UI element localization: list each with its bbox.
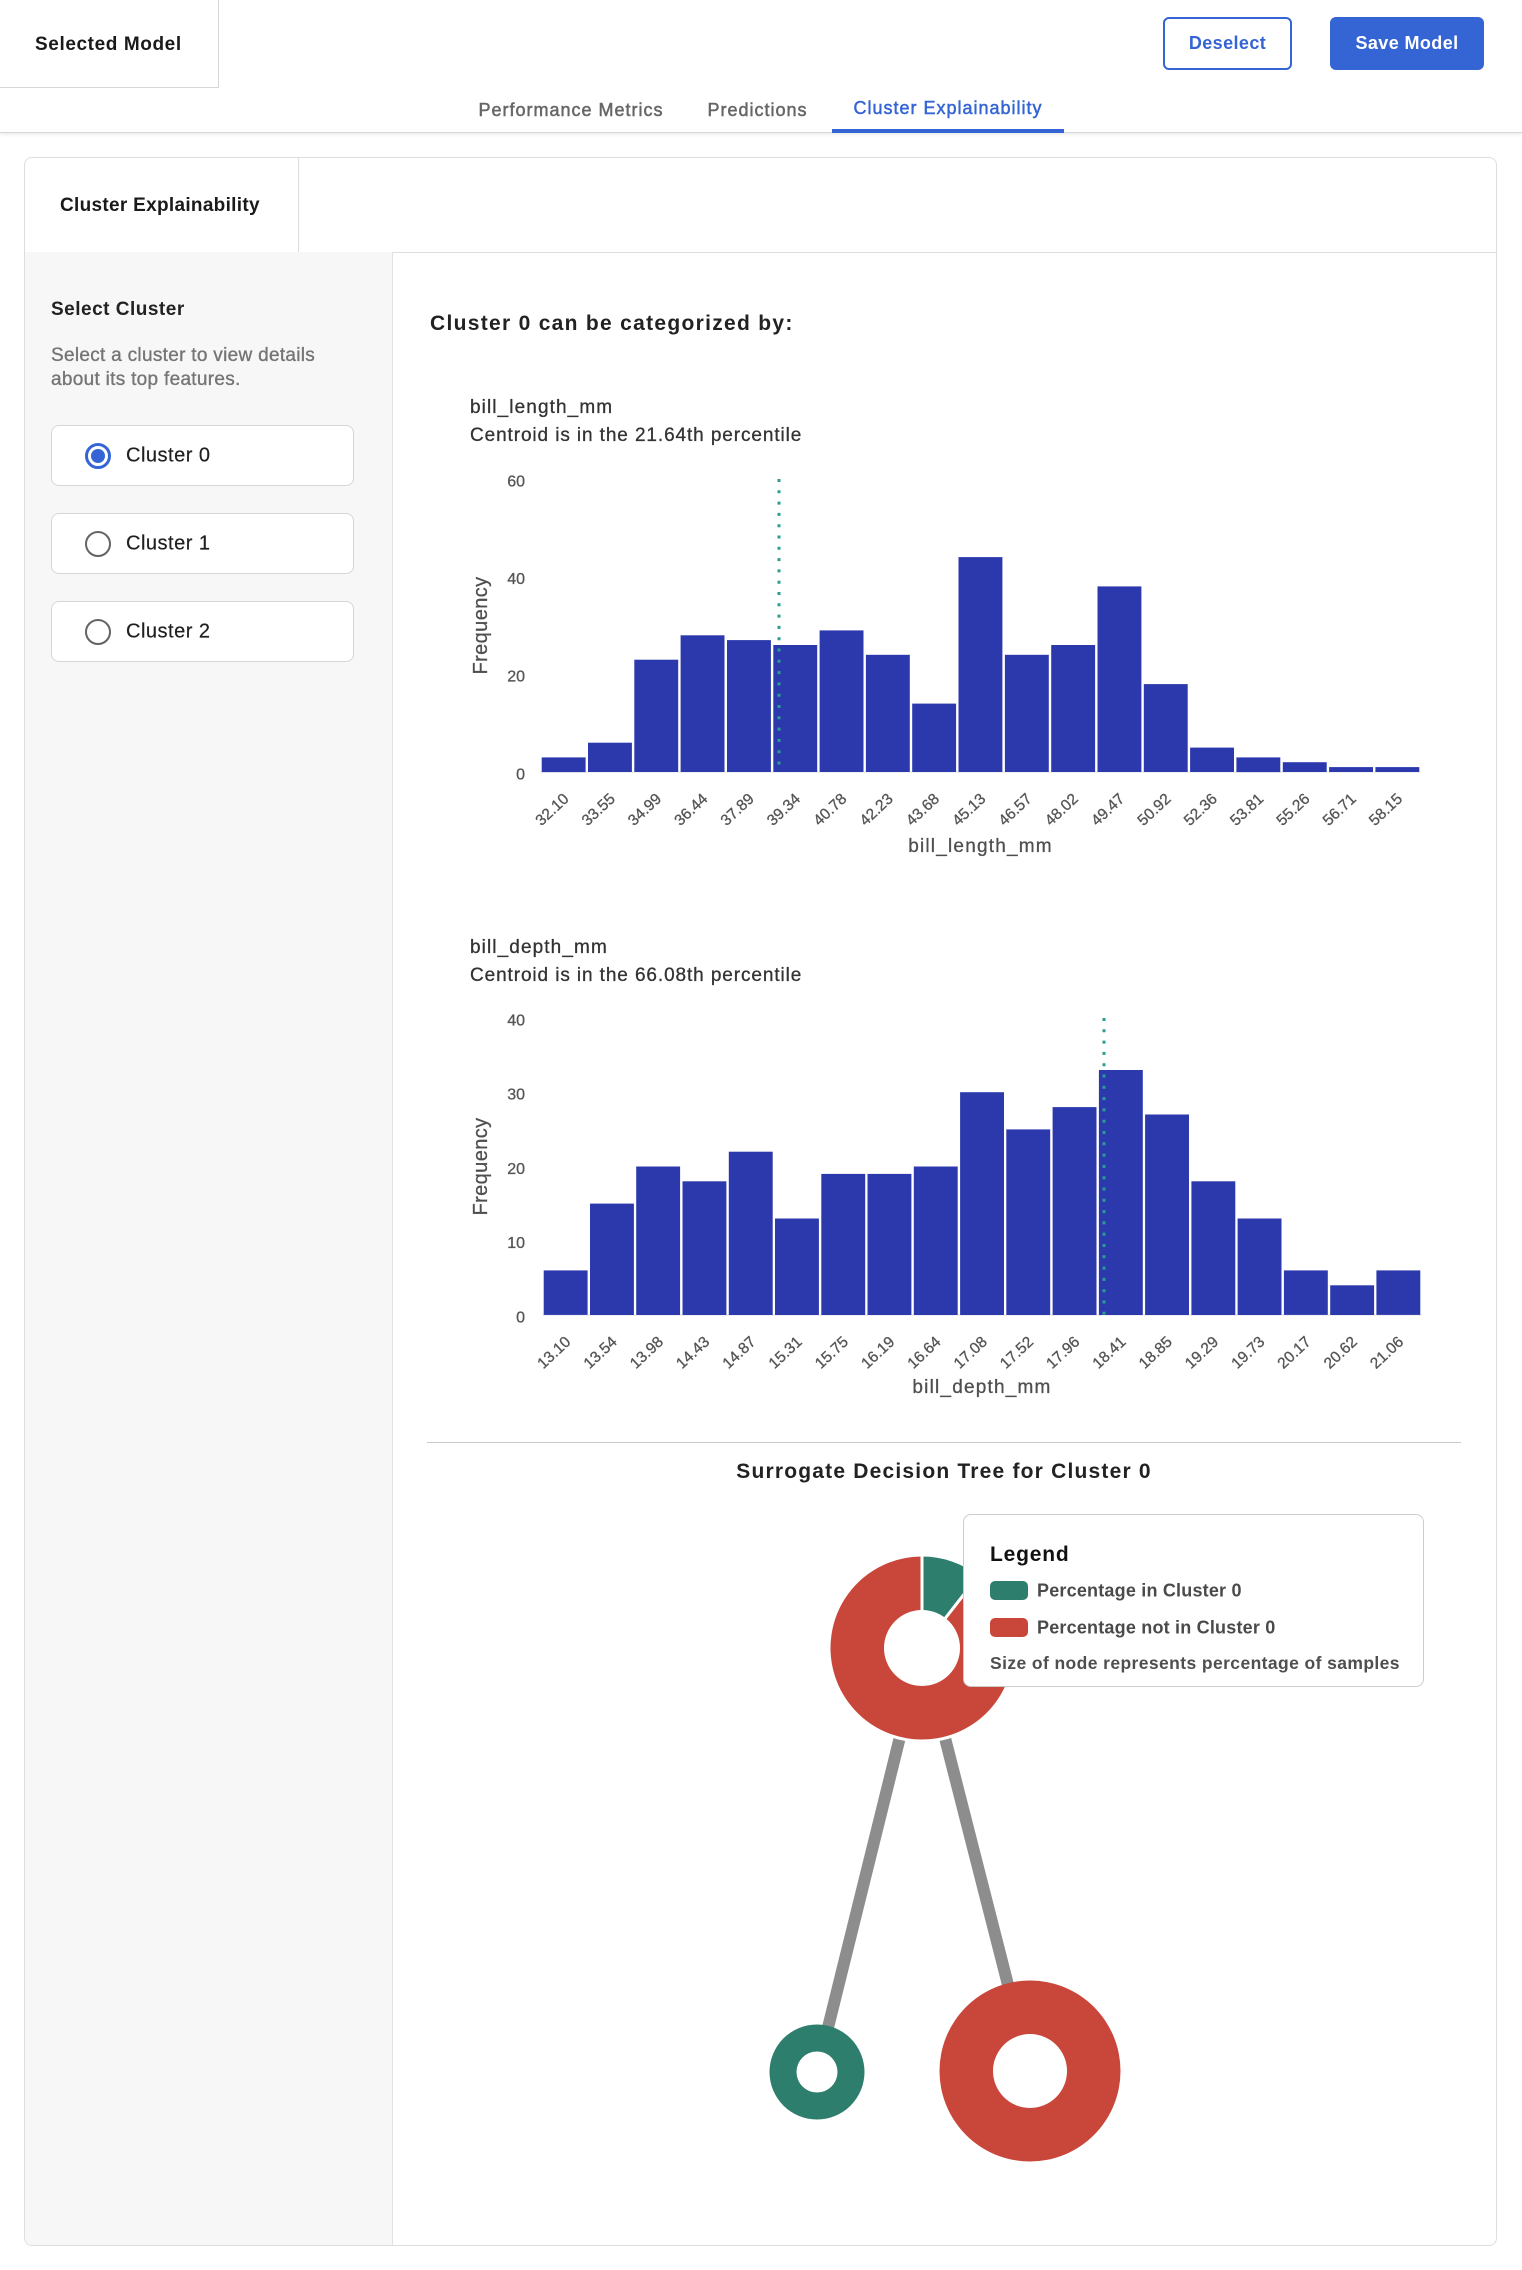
- svg-text:17.52: 17.52: [997, 1333, 1037, 1372]
- svg-text:bill_depth_mm: bill_depth_mm: [470, 937, 608, 958]
- svg-text:20.62: 20.62: [1321, 1333, 1361, 1372]
- svg-text:19.29: 19.29: [1182, 1333, 1222, 1372]
- svg-text:bill_length_mm: bill_length_mm: [470, 397, 613, 418]
- svg-text:30: 30: [507, 1087, 525, 1104]
- svg-text:53.81: 53.81: [1227, 790, 1267, 829]
- svg-text:14.87: 14.87: [719, 1333, 759, 1372]
- svg-text:bill_length_mm: bill_length_mm: [908, 836, 1053, 857]
- svg-text:49.47: 49.47: [1088, 790, 1128, 829]
- svg-text:15.75: 15.75: [812, 1333, 852, 1372]
- svg-text:48.02: 48.02: [1042, 790, 1082, 829]
- svg-text:46.57: 46.57: [996, 790, 1036, 829]
- svg-text:20: 20: [507, 669, 525, 686]
- svg-text:10: 10: [507, 1235, 525, 1252]
- svg-text:42.23: 42.23: [857, 790, 897, 829]
- svg-text:Frequency: Frequency: [470, 1117, 492, 1215]
- svg-text:39.34: 39.34: [764, 790, 804, 829]
- svg-text:0: 0: [516, 1309, 525, 1326]
- svg-text:Centroid is in the 66.08th per: Centroid is in the 66.08th percentile: [470, 965, 802, 986]
- svg-text:13.54: 13.54: [581, 1333, 621, 1372]
- svg-text:33.55: 33.55: [579, 790, 619, 829]
- svg-text:60: 60: [507, 473, 525, 490]
- svg-text:21.06: 21.06: [1367, 1333, 1407, 1372]
- svg-text:15.31: 15.31: [766, 1333, 806, 1372]
- svg-text:40: 40: [507, 1012, 525, 1029]
- svg-text:16.19: 16.19: [858, 1333, 898, 1372]
- svg-text:0: 0: [516, 766, 525, 783]
- svg-text:36.44: 36.44: [671, 790, 711, 829]
- svg-text:43.68: 43.68: [903, 790, 943, 829]
- svg-text:32.10: 32.10: [532, 790, 572, 829]
- svg-text:20: 20: [507, 1161, 525, 1178]
- svg-text:55.26: 55.26: [1273, 790, 1313, 829]
- svg-text:bill_depth_mm: bill_depth_mm: [912, 1377, 1051, 1398]
- svg-text:56.71: 56.71: [1320, 790, 1360, 829]
- svg-text:16.64: 16.64: [904, 1333, 944, 1372]
- svg-text:17.08: 17.08: [951, 1333, 991, 1372]
- svg-text:58.15: 58.15: [1366, 790, 1406, 829]
- svg-text:Frequency: Frequency: [470, 576, 492, 674]
- svg-text:52.36: 52.36: [1181, 790, 1221, 829]
- svg-text:18.85: 18.85: [1136, 1333, 1176, 1372]
- svg-text:13.10: 13.10: [534, 1333, 574, 1372]
- svg-text:17.96: 17.96: [1043, 1333, 1083, 1372]
- svg-text:14.43: 14.43: [673, 1333, 713, 1372]
- svg-text:40: 40: [507, 571, 525, 588]
- svg-text:Centroid is in the 21.64th per: Centroid is in the 21.64th percentile: [470, 425, 802, 446]
- svg-text:37.89: 37.89: [718, 790, 758, 829]
- svg-text:13.98: 13.98: [627, 1333, 667, 1372]
- svg-text:50.92: 50.92: [1135, 790, 1175, 829]
- svg-text:45.13: 45.13: [949, 790, 989, 829]
- svg-text:18.41: 18.41: [1090, 1333, 1130, 1372]
- svg-text:20.17: 20.17: [1275, 1333, 1315, 1372]
- svg-text:19.73: 19.73: [1228, 1333, 1268, 1372]
- svg-text:34.99: 34.99: [625, 790, 665, 829]
- svg-text:40.78: 40.78: [810, 790, 850, 829]
